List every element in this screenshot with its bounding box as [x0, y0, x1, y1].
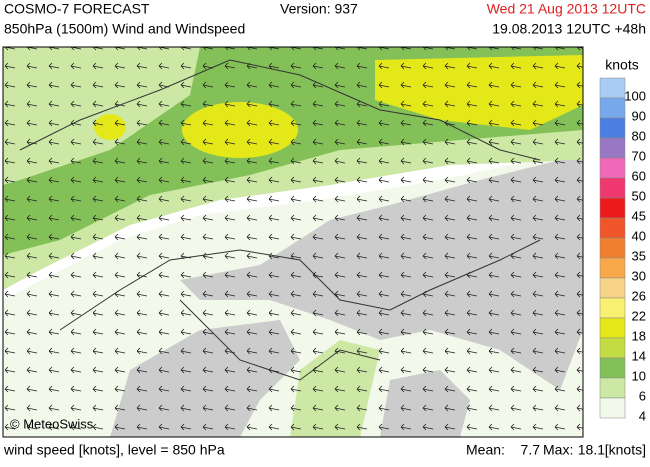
legend-swatch — [599, 257, 626, 279]
legend-swatch — [599, 317, 626, 339]
legend-swatch — [599, 397, 626, 419]
unit: [knots] — [605, 442, 646, 458]
legend-label: 60 — [632, 168, 646, 183]
legend-label: 4 — [639, 408, 646, 423]
legend-label: 18 — [632, 328, 646, 343]
map: © MeteoSwiss — [3, 47, 583, 437]
legend-swatch — [599, 337, 626, 359]
credit: © MeteoSwiss — [10, 416, 94, 431]
legend-label: 45 — [632, 208, 646, 223]
legend-label: 35 — [632, 248, 646, 263]
legend-label: 14 — [632, 348, 646, 363]
legend-swatch — [599, 357, 626, 379]
legend-label: 70 — [632, 148, 646, 163]
legend-swatch — [599, 377, 626, 399]
legend-swatch — [599, 237, 626, 259]
max-value: 18.1 — [578, 442, 605, 458]
mean-value: 7.7 — [521, 442, 541, 458]
legend-swatch — [599, 97, 626, 119]
legend-swatch — [599, 117, 626, 139]
legend-label: 10 — [632, 368, 646, 383]
footer-description: wind speed [knots], level = 850 hPa — [3, 442, 225, 458]
legend-label: 100 — [624, 88, 646, 103]
legend-swatch — [599, 217, 626, 239]
legend-label: 6 — [639, 388, 646, 403]
legend-swatch — [599, 297, 626, 319]
mean-label: Mean: — [466, 442, 505, 458]
legend-swatch — [599, 197, 626, 219]
legend-title: knots — [605, 57, 638, 73]
legend: 100 90 80 70 60 50 45 40 35 30 26 22 18 14 10 6 4 — [599, 77, 646, 423]
legend-swatch — [599, 77, 626, 99]
legend-label: 22 — [632, 308, 646, 323]
legend-label: 90 — [632, 108, 646, 123]
legend-label: 26 — [632, 288, 646, 303]
legend-swatch — [599, 137, 626, 159]
legend-label: 30 — [632, 268, 646, 283]
legend-label: 40 — [632, 228, 646, 243]
run-time: 19.08.2013 12UTC +48h — [492, 21, 646, 37]
version: Version: 937 — [280, 1, 358, 17]
legend-swatch — [599, 277, 626, 299]
legend-label: 80 — [632, 128, 646, 143]
legend-swatch — [599, 177, 626, 199]
legend-swatch — [599, 157, 626, 179]
valid-time: Wed 21 Aug 2013 12UTC — [487, 1, 646, 17]
title: COSMO-7 FORECAST — [4, 1, 150, 17]
subtitle: 850hPa (1500m) Wind and Windspeed — [4, 21, 245, 37]
map-frame — [2, 46, 584, 438]
legend-label: 50 — [632, 188, 646, 203]
max-label: Max: — [543, 442, 573, 458]
